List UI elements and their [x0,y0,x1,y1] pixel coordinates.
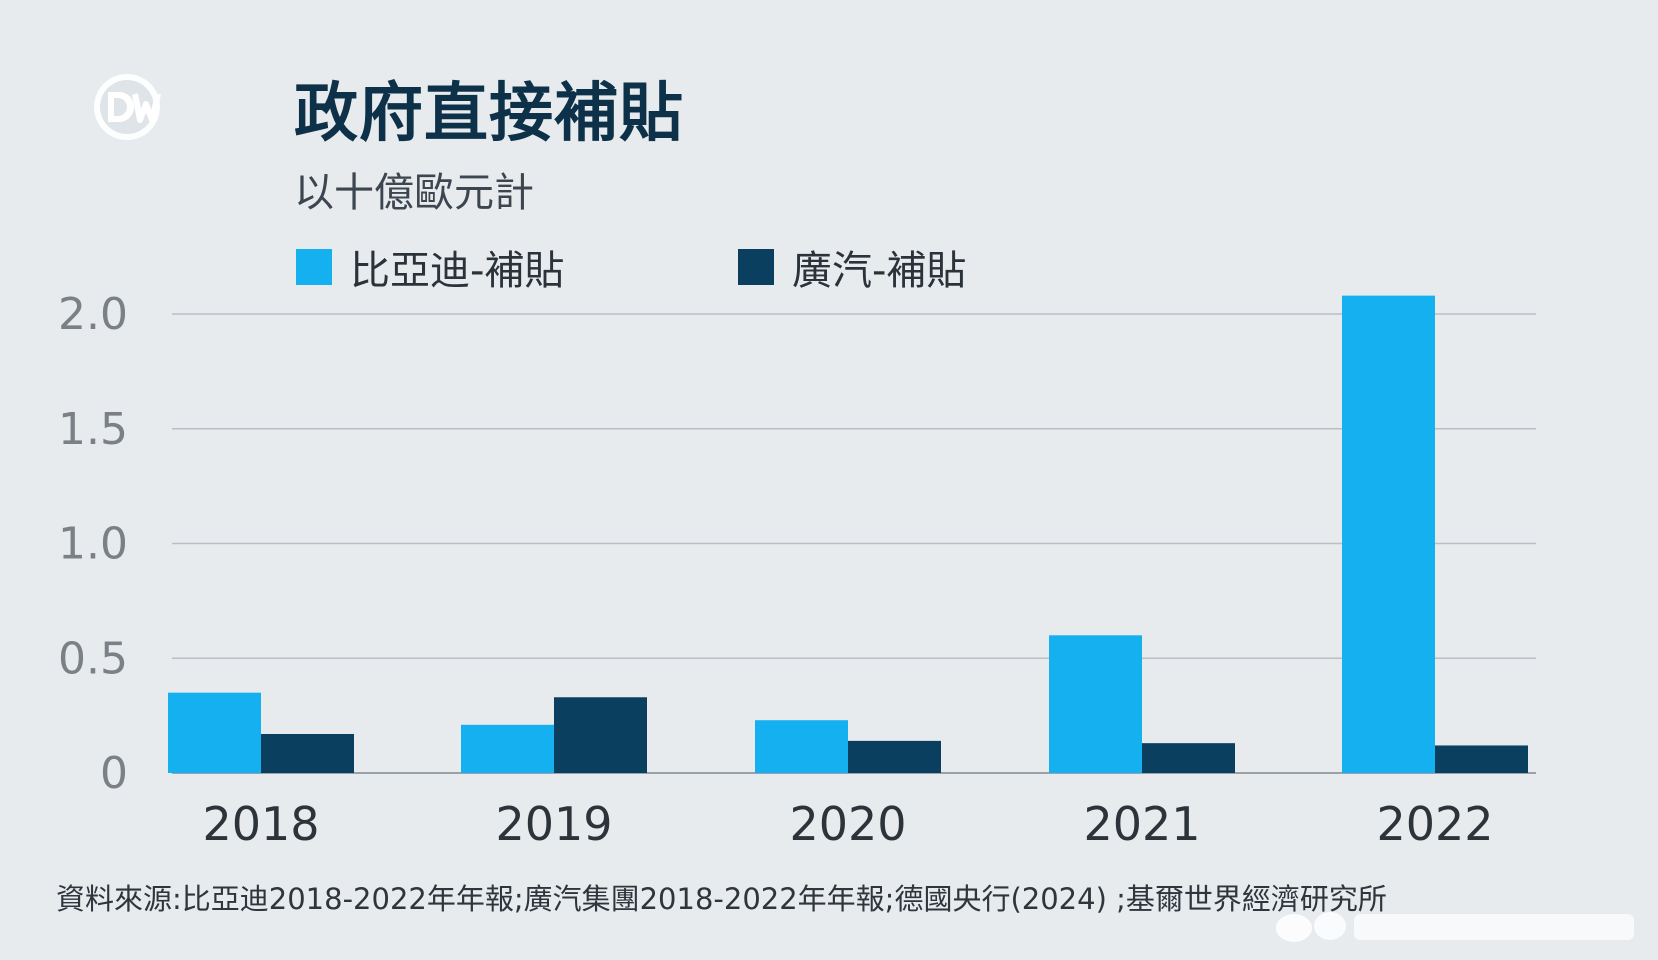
x-tick-label: 2021 [1083,797,1200,851]
dw-logo-icon [94,74,161,140]
y-tick-label: 2.0 [58,289,128,340]
legend-swatch-gac [738,249,774,285]
bar-byd-2018 [168,692,261,773]
chart-subtitle: 以十億歐元計 [294,170,534,216]
bar-byd-2019 [461,724,554,773]
source-note: 資料來源:比亞迪2018-2022年年報;廣汽集團2018-2022年年報;德國… [56,882,1387,916]
y-tick-label: 1.5 [58,404,128,455]
weibo-watermark-icon [1276,912,1634,942]
legend-label-byd: 比亞迪-補貼 [350,248,565,294]
bar-gac-2018 [261,733,354,773]
bar-gac-2022 [1435,745,1528,773]
legend-item-byd: 比亞迪-補貼 [296,238,564,296]
legend-label-gac: 廣汽-補貼 [792,248,967,294]
x-tick-label: 2019 [495,797,612,851]
y-tick-label: 0.5 [58,633,128,684]
legend-swatch-byd [296,249,332,285]
bar-byd-2020 [755,720,848,773]
y-tick-label: 0 [100,748,128,799]
bar-byd-2022 [1342,295,1435,773]
x-tick-label: 2018 [202,797,319,851]
bar-gac-2021 [1142,743,1235,773]
x-tick-label: 2022 [1376,797,1493,851]
chart-title: 政府直接補貼 [294,77,684,151]
bar-gac-2019 [554,697,647,773]
x-tick-label: 2020 [789,797,906,851]
bar-byd-2021 [1049,635,1142,773]
y-tick-label: 1.0 [58,519,128,570]
legend-item-gac: 廣汽-補貼 [738,238,966,296]
bar-gac-2020 [848,740,941,773]
